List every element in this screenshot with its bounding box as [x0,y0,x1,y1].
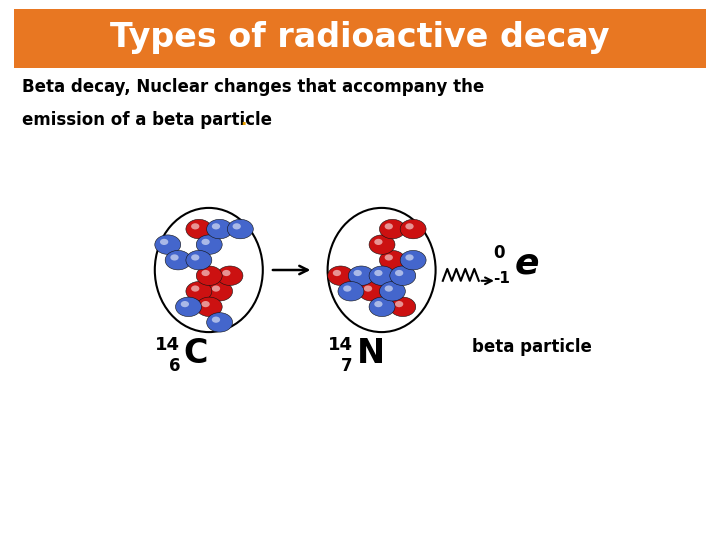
Circle shape [222,270,230,276]
Text: 7: 7 [341,357,353,375]
Text: -1: -1 [493,271,510,286]
Circle shape [197,266,222,286]
Circle shape [202,301,210,307]
Circle shape [207,281,233,301]
Circle shape [207,313,233,332]
Circle shape [364,286,372,292]
Circle shape [374,270,382,276]
Circle shape [197,235,222,254]
Circle shape [191,223,199,230]
Circle shape [384,223,393,230]
Circle shape [212,223,220,230]
Circle shape [160,239,168,245]
Circle shape [228,219,253,239]
Circle shape [186,251,212,270]
Circle shape [400,219,426,239]
Circle shape [395,270,403,276]
Circle shape [176,297,202,316]
Text: 0: 0 [493,244,505,262]
Circle shape [181,301,189,307]
Circle shape [390,297,415,316]
Text: .: . [240,111,246,129]
Circle shape [191,286,199,292]
Circle shape [212,316,220,323]
Text: C: C [184,337,208,370]
Circle shape [155,235,181,254]
Circle shape [197,297,222,316]
Circle shape [338,281,364,301]
Circle shape [395,301,403,307]
Circle shape [212,286,220,292]
Circle shape [374,301,382,307]
Circle shape [384,286,393,292]
Text: e: e [515,247,539,281]
Circle shape [191,254,199,261]
Text: emission of a beta particle: emission of a beta particle [22,111,271,129]
Text: beta particle: beta particle [472,338,591,355]
Circle shape [369,266,395,286]
Circle shape [333,270,341,276]
Circle shape [369,235,395,254]
Circle shape [384,254,393,261]
Circle shape [390,266,415,286]
Circle shape [379,251,405,270]
Circle shape [354,270,362,276]
Circle shape [233,223,241,230]
Circle shape [202,239,210,245]
Circle shape [217,266,243,286]
Text: Types of radioactive decay: Types of radioactive decay [110,21,610,55]
Text: 14: 14 [328,336,353,354]
Circle shape [379,281,405,301]
Circle shape [186,281,212,301]
Circle shape [186,219,212,239]
Text: 14: 14 [155,336,180,354]
Circle shape [202,270,210,276]
Ellipse shape [155,208,263,332]
Circle shape [359,281,384,301]
Circle shape [348,266,374,286]
Text: N: N [356,337,384,370]
Ellipse shape [328,208,436,332]
Circle shape [379,219,405,239]
Circle shape [405,223,414,230]
Circle shape [207,219,233,239]
Bar [14,9,706,68]
Circle shape [171,254,179,261]
Circle shape [400,251,426,270]
Circle shape [165,251,191,270]
Circle shape [328,266,354,286]
Circle shape [343,286,351,292]
Circle shape [374,239,382,245]
Text: Beta decay, Nuclear changes that accompany the: Beta decay, Nuclear changes that accompa… [22,78,484,96]
Circle shape [369,297,395,316]
Circle shape [405,254,414,261]
Text: 6: 6 [168,357,180,375]
